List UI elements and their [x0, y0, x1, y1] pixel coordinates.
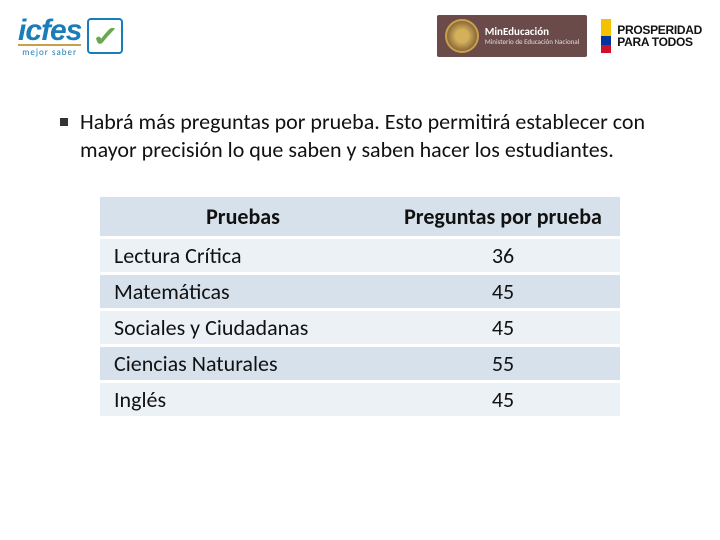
- cell-name: Sociales y Ciudadanas: [100, 310, 386, 346]
- gov-logos: MinEducación Ministerio de Educación Nac…: [437, 15, 702, 57]
- mineducacion-subtitle: Ministerio de Educación Nacional: [485, 38, 580, 46]
- seal-icon: [445, 19, 479, 53]
- cell-name: Ciencias Naturales: [100, 346, 386, 382]
- table-row: Matemáticas 45: [100, 274, 620, 310]
- table-row: Sociales y Ciudadanas 45: [100, 310, 620, 346]
- cell-name: Matemáticas: [100, 274, 386, 310]
- flag-icon: [601, 19, 611, 53]
- pruebas-table: Pruebas Preguntas por prueba Lectura Crí…: [100, 197, 620, 419]
- cell-value: 45: [386, 382, 620, 418]
- cell-value: 55: [386, 346, 620, 382]
- table-header-preguntas: Preguntas por prueba: [386, 197, 620, 238]
- table-row: Inglés 45: [100, 382, 620, 418]
- header-bar: icfes mejor saber ✓ MinEducación Ministe…: [0, 0, 720, 72]
- cell-value: 36: [386, 238, 620, 274]
- icfes-tagline: mejor saber: [18, 44, 81, 58]
- cell-name: Lectura Crítica: [100, 238, 386, 274]
- table-row: Ciencias Naturales 55: [100, 346, 620, 382]
- prosperidad-line2: PARA TODOS: [617, 36, 702, 48]
- icfes-name: icfes: [18, 14, 81, 48]
- cell-value: 45: [386, 310, 620, 346]
- checkmark-icon: ✓: [87, 18, 123, 54]
- bullet-icon: [60, 118, 68, 126]
- mineducacion-logo: MinEducación Ministerio de Educación Nac…: [437, 15, 588, 57]
- icfes-logo: icfes mejor saber ✓: [18, 14, 123, 58]
- cell-name: Inglés: [100, 382, 386, 418]
- slide-content: Habrá más preguntas por prueba. Esto per…: [0, 72, 720, 419]
- bullet-item: Habrá más preguntas por prueba. Esto per…: [60, 108, 660, 163]
- table-row: Lectura Crítica 36: [100, 238, 620, 274]
- cell-value: 45: [386, 274, 620, 310]
- prosperidad-logo: PROSPERIDAD PARA TODOS: [601, 19, 702, 53]
- table-header-pruebas: Pruebas: [100, 197, 386, 238]
- bullet-text: Habrá más preguntas por prueba. Esto per…: [80, 108, 660, 163]
